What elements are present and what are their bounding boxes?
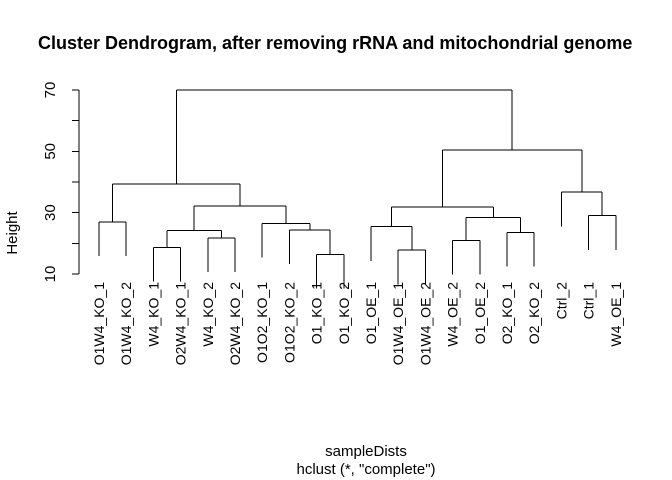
leaf-label: W4_OE_2 — [445, 282, 461, 347]
leaf-label: O1_KO_1 — [309, 282, 325, 344]
y-tick-label: 70 — [42, 82, 59, 99]
leaf-label: Ctrl_1 — [581, 282, 597, 320]
leaf-label: W4_KO_1 — [145, 282, 161, 347]
leaf-label: Ctrl_2 — [553, 282, 569, 320]
leaf-label: O1W4_OE_1 — [390, 282, 406, 365]
chart-title: Cluster Dendrogram, after removing rRNA … — [38, 33, 632, 53]
leaf-label: O1W4_OE_2 — [417, 282, 433, 365]
leaf-label: O1_OE_2 — [472, 282, 488, 344]
leaf-label: O2W4_KO_1 — [173, 282, 189, 365]
method-sublabel: hclust (*, "complete") — [296, 461, 435, 478]
leaf-label: O2W4_KO_2 — [227, 282, 243, 365]
leaf-label: O1_OE_1 — [363, 282, 379, 344]
leaf-label: O1W4_KO_1 — [91, 282, 107, 365]
leaf-label: O2_KO_2 — [526, 282, 542, 344]
y-axis: 10 30 50 70 — [42, 82, 80, 283]
leaf-label: O1O2_KO_2 — [281, 282, 297, 363]
leaf-label: O1O2_KO_1 — [254, 282, 270, 363]
leaf-label: O1_KO_2 — [336, 282, 352, 344]
y-tick-label: 30 — [42, 204, 59, 221]
dendrogram-links — [98, 89, 617, 289]
leaf-label: W4_OE_1 — [608, 282, 624, 347]
x-axis-label: sampleDists — [325, 443, 407, 460]
leaf-label: O1W4_KO_2 — [118, 282, 134, 365]
y-tick-label: 10 — [42, 266, 59, 283]
leaf-labels: O1W4_KO_1 O1W4_KO_2 W4_KO_1 O2W4_KO_1 W4_KO_… — [91, 282, 624, 365]
y-tick-label: 50 — [42, 143, 59, 160]
leaf-label: W4_KO_2 — [200, 282, 216, 347]
y-axis-label: Height — [4, 210, 21, 254]
leaf-label: O2_KO_1 — [499, 282, 515, 344]
